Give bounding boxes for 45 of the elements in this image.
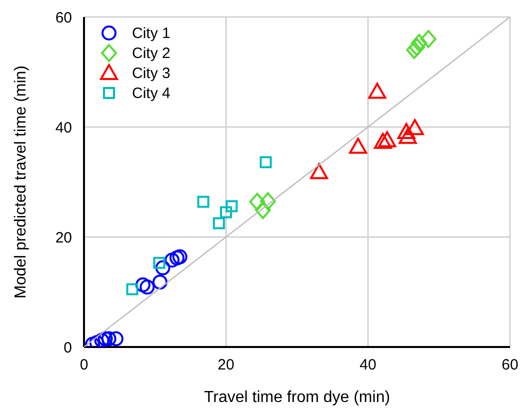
point — [397, 122, 416, 139]
legend-label: City 3 — [132, 64, 170, 82]
x-tick-label: 40 — [360, 356, 376, 374]
point — [260, 156, 272, 168]
point — [153, 256, 166, 269]
y-tick-label: 40 — [55, 119, 72, 136]
legend-label: City 1 — [132, 24, 170, 42]
point — [101, 331, 116, 346]
x-axis-title: Travel time from dye (min) — [204, 389, 390, 406]
point — [226, 200, 238, 212]
x-tick-label: 20 — [218, 356, 234, 374]
point — [254, 201, 271, 220]
point — [349, 138, 368, 154]
point — [406, 41, 422, 59]
point — [368, 82, 386, 99]
point — [98, 331, 113, 346]
point — [398, 128, 417, 144]
point — [220, 206, 232, 218]
point — [152, 274, 168, 290]
y-axis-title: Model predicted travel time (min) — [12, 66, 30, 298]
point — [212, 217, 225, 230]
point — [140, 280, 155, 295]
y-tick-label: 0 — [64, 339, 72, 356]
point — [135, 277, 150, 292]
y-tick-label: 60 — [55, 9, 72, 26]
legend-label: City 4 — [132, 84, 170, 102]
point — [197, 196, 210, 208]
legend-label: City 2 — [132, 44, 170, 62]
point — [249, 192, 266, 211]
x-tick-label: 60 — [502, 356, 518, 374]
point — [260, 192, 276, 210]
x-tick-label: 0 — [80, 356, 88, 374]
point — [406, 119, 424, 136]
point — [126, 283, 138, 296]
point — [408, 38, 425, 56]
point — [420, 30, 436, 48]
point — [155, 260, 170, 276]
point — [164, 252, 180, 268]
point — [374, 132, 392, 149]
point — [378, 131, 396, 148]
y-tick-label: 20 — [55, 229, 72, 246]
point — [94, 332, 110, 347]
point — [108, 331, 124, 346]
point — [310, 163, 328, 180]
point — [411, 34, 428, 52]
